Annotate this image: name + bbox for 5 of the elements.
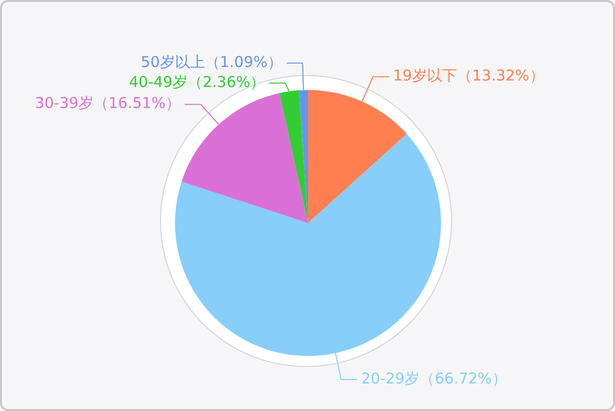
slice-label: 50岁以上（1.09%）	[140, 52, 283, 71]
slice-label: 20-29岁（66.72%）	[361, 369, 507, 388]
slice-label: 19岁以下（13.32%）	[393, 66, 544, 85]
slice-label: 30-39岁（16.51%）	[34, 94, 181, 112]
slice-label: 40-49岁（2.36%）	[129, 72, 266, 91]
